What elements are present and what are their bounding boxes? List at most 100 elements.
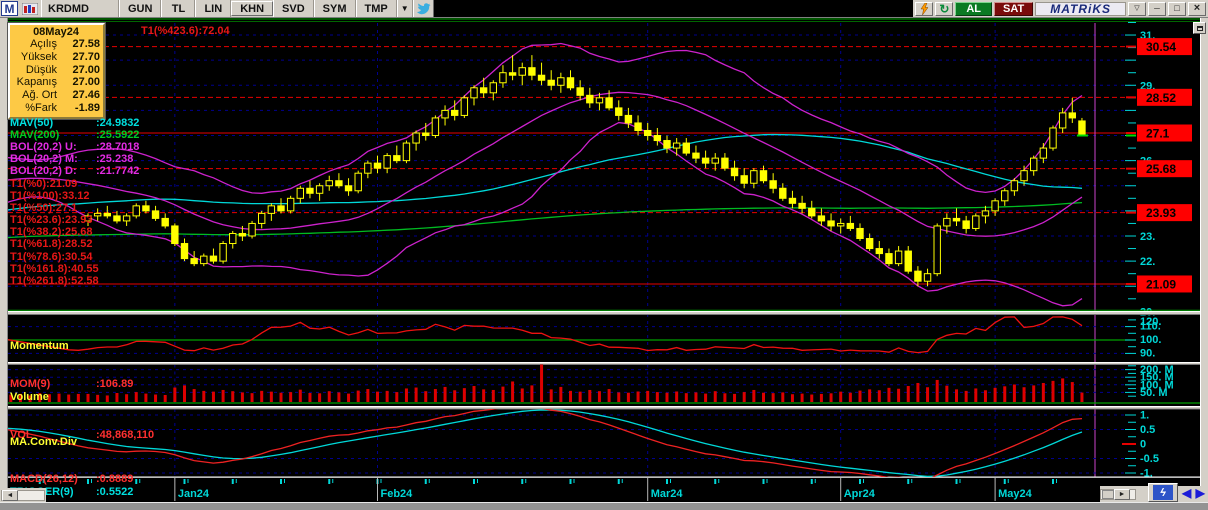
volume-bar [86,393,90,402]
volume-bar [376,391,379,402]
buy-button[interactable]: AL [955,1,993,16]
axis-label: 150. M [1140,372,1174,384]
volume-bar [916,382,920,402]
candle [808,207,816,217]
matriks-m-logo: M [1,1,18,16]
volume-bar [935,379,939,402]
volume-bar [848,392,852,402]
candle [364,162,372,174]
candle [277,205,285,212]
candle [711,157,719,164]
candle [122,215,131,222]
h-scrollbar-left[interactable]: ◄ [0,488,46,502]
volume-bar [173,387,177,402]
candle [113,215,121,222]
axis-label: 110. [1140,321,1161,333]
page-nav-arrows[interactable]: ◀ ▶ [1182,486,1206,500]
volume-bar [858,390,862,402]
volume-bar [192,389,196,402]
candle [769,180,777,189]
candle [267,205,276,214]
candle [981,210,990,217]
scroll-left-button[interactable]: ◄ [2,489,18,501]
matriks-bolt-logo[interactable]: ϟ [1148,483,1178,502]
volume-bar [115,393,119,402]
month-label: Apr24 [844,488,876,500]
candle [286,197,295,212]
month-label: Jan24 [178,488,210,500]
chart-type-icon[interactable] [19,0,41,17]
menu-button-khn[interactable]: KHN [231,1,274,16]
menu-button-tmp[interactable]: TMP [355,0,397,17]
candle [865,238,874,250]
candle [180,243,189,260]
volume-bar [385,390,389,402]
candle [672,142,681,149]
candle [422,132,430,137]
candle [943,217,951,227]
candle [904,250,912,272]
menu-button-svd[interactable]: SVD [273,0,314,17]
volume-bar [211,391,215,402]
restore-button[interactable]: □ [1168,1,1186,16]
menu-button-lin[interactable]: LIN [195,0,232,17]
window-dropdown-button[interactable]: ▽ [1128,1,1146,16]
volume-bar [781,392,785,402]
refresh-icon[interactable]: ↻ [935,1,954,16]
candle [547,79,555,86]
candle [740,175,748,184]
price-level-box [1137,124,1192,142]
volume-bar [752,389,756,402]
candle [557,77,565,86]
chevron-down-icon[interactable]: ▼ [396,0,413,17]
candle [788,197,797,204]
volume-bar [462,388,466,402]
titlebar-spacer [432,0,914,17]
sell-button[interactable]: SAT [994,1,1034,16]
volume-bar [665,392,669,402]
menu-button-gun[interactable]: GUN [119,0,162,17]
lightning-icon[interactable] [915,1,934,16]
candle [827,220,835,227]
volume-bar [839,391,843,402]
title-bar: M KRDMD GUN TL LIN KHN SVD SYM TMP ▼ ↻ AL SAT … [0,0,1208,18]
candle [605,97,613,109]
candle [837,222,845,227]
candle [923,273,932,282]
candle [653,135,662,142]
candle [200,255,208,265]
volume-bar [694,392,698,402]
candle [238,232,247,237]
candle [1039,147,1048,159]
scroll-right-button[interactable]: ► [1114,488,1130,500]
candle [248,222,256,237]
menu-button-sym[interactable]: SYM [313,0,356,17]
volume-bar [347,393,351,402]
month-label: Mar24 [651,488,684,500]
candle [721,157,729,169]
candle [151,210,160,219]
volume-bar [279,392,283,402]
candle [634,122,642,131]
twitter-icon[interactable] [412,0,433,17]
candle [441,109,449,119]
symbol-field[interactable]: KRDMD [41,0,119,17]
price-level-text: 30.54 [1146,40,1176,54]
volume-bar [327,391,331,402]
close-button[interactable]: × [1188,1,1206,16]
candle [914,270,922,282]
candle [933,225,941,275]
volume-bar [337,392,341,402]
candle [798,202,806,209]
candle [93,212,102,217]
candle [499,72,507,84]
volume-bar [626,392,630,402]
minimize-button[interactable]: ─ [1148,1,1166,16]
menu-button-tl[interactable]: TL [161,0,196,17]
mdi-restore-button[interactable] [1193,22,1206,34]
candles [84,55,1088,287]
candle [759,170,768,182]
volume-bar [549,389,553,402]
